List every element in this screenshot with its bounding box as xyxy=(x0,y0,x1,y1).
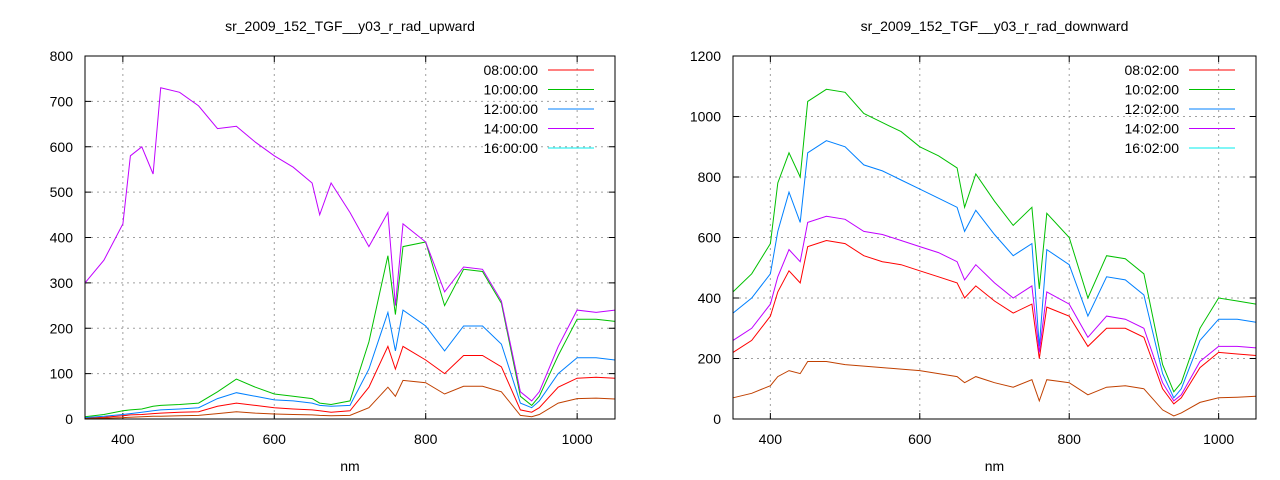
chart-title: sr_2009_152_TGF__y03_r_rad_upward xyxy=(225,18,475,34)
series-line-16-02-00 xyxy=(732,361,1257,417)
y-tick-label: 800 xyxy=(50,48,74,64)
plot-frame xyxy=(84,55,616,420)
y-tick-label: 500 xyxy=(50,184,74,200)
y-tick-label: 0 xyxy=(65,411,73,427)
y-tick-label: 1200 xyxy=(690,48,721,64)
legend-label: 16:02:00 xyxy=(1125,140,1180,156)
x-tick-label: 800 xyxy=(414,431,438,447)
series-line-12-02-00 xyxy=(732,140,1257,399)
series-line-14-00-00 xyxy=(84,87,616,402)
plot-downward: 0 200 400 600 800 1000 1200 400 600 800 1000 08:02:… xyxy=(690,18,1257,474)
y-tick-label: 100 xyxy=(50,366,74,382)
legend-label: 08:00:00 xyxy=(484,62,539,78)
legend-label: 12:00:00 xyxy=(484,101,539,117)
x-axis-label: nm xyxy=(985,458,1004,474)
legend-label: 08:02:00 xyxy=(1125,62,1180,78)
y-tick-label: 1000 xyxy=(690,109,721,125)
series-line-14-02-00 xyxy=(732,215,1257,402)
y-tick-label: 300 xyxy=(50,275,74,291)
legend-label: 10:02:00 xyxy=(1125,82,1180,98)
x-axis-label: nm xyxy=(340,458,359,474)
x-tick-label: 400 xyxy=(111,431,135,447)
legend-label: 14:00:00 xyxy=(484,121,539,137)
legend-label: 16:00:00 xyxy=(484,140,539,156)
series-line-10-02-00 xyxy=(732,88,1257,393)
series-line-10-00-00 xyxy=(84,241,616,418)
y-tick-label: 600 xyxy=(698,230,722,246)
y-tick-label: 200 xyxy=(698,351,722,367)
series-line-08-02-00 xyxy=(732,239,1257,405)
x-tick-label: 400 xyxy=(759,431,783,447)
plot-upward: 0 100 200 300 400 500 600 700 800 400 600 800 1000 08… xyxy=(50,18,616,474)
series-line-16-00-00 xyxy=(84,379,616,419)
x-tick-label: 1000 xyxy=(562,431,593,447)
chart-title: sr_2009_152_TGF__y03_r_rad_downward xyxy=(861,18,1129,34)
x-tick-label: 800 xyxy=(1058,431,1082,447)
x-tick-label: 1000 xyxy=(1203,431,1234,447)
legend-label: 14:02:00 xyxy=(1125,121,1180,137)
y-tick-label: 400 xyxy=(698,290,722,306)
x-tick-label: 600 xyxy=(263,431,287,447)
series-line-12-00-00 xyxy=(84,309,616,419)
y-tick-label: 800 xyxy=(698,169,722,185)
y-tick-label: 700 xyxy=(50,93,74,109)
y-tick-label: 600 xyxy=(50,139,74,155)
legend-label: 10:00:00 xyxy=(484,82,539,98)
plot-frame xyxy=(732,55,1257,420)
x-tick-label: 600 xyxy=(908,431,932,447)
y-tick-label: 0 xyxy=(713,411,721,427)
y-tick-label: 400 xyxy=(50,230,74,246)
legend-label: 12:02:00 xyxy=(1125,101,1180,117)
y-tick-label: 200 xyxy=(50,320,74,336)
series-line-08-00-00 xyxy=(84,345,616,419)
